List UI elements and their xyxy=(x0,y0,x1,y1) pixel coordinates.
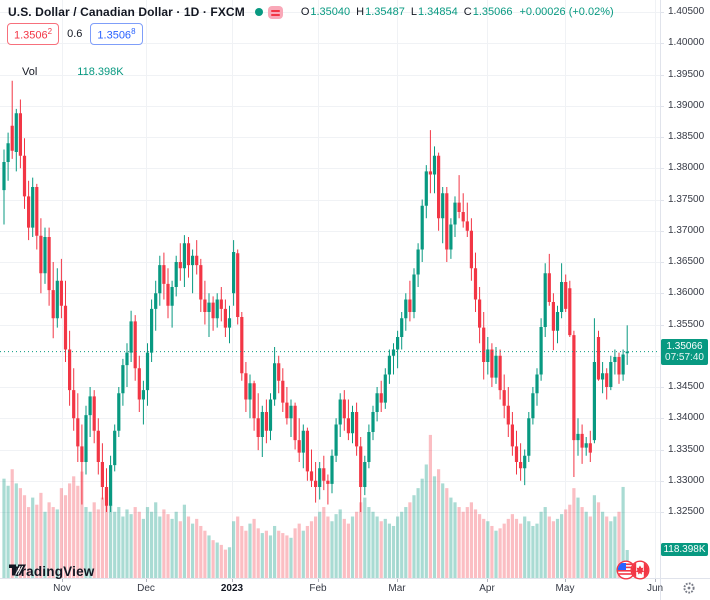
tradingview-logo-icon xyxy=(9,564,26,576)
sell-button[interactable]: 1.35062 xyxy=(7,22,60,46)
time-axis[interactable]: Nov Dec 2023 Feb Mar Apr May Jun xyxy=(0,578,710,600)
time-axis-label-Jun: Jun xyxy=(646,583,664,594)
close-label: C xyxy=(463,6,472,18)
economic-event-flags[interactable] xyxy=(613,558,655,582)
high-value: 1.35487 xyxy=(365,6,405,18)
price-axis-label-1.37500: 1.37500 xyxy=(668,193,705,205)
chart-legend: U.S. Dollar / Canadian Dollar · 1D · FXC… xyxy=(8,4,614,20)
bid-price: 1.3506 xyxy=(14,29,48,42)
time-axis-label-Nov: Nov xyxy=(53,583,71,594)
spread-value: 0.6 xyxy=(67,28,83,40)
bar-countdown: 07:57:40 xyxy=(665,351,704,363)
price-axis-label-1.38000: 1.38000 xyxy=(668,162,705,174)
ask-price: 1.3506 xyxy=(97,29,132,42)
time-axis-label-Mar: Mar xyxy=(388,583,406,594)
high-label: H xyxy=(356,6,365,18)
volume-label: Vol xyxy=(22,66,38,78)
price-axis-label-1.33000: 1.33000 xyxy=(668,474,705,486)
event-flag-us-icon[interactable] xyxy=(616,560,636,580)
price-axis-label-1.39500: 1.39500 xyxy=(668,68,705,80)
price-axis-label-1.36000: 1.36000 xyxy=(668,287,705,299)
price-axis-label-1.34000: 1.34000 xyxy=(668,412,705,424)
symbol-title[interactable]: U.S. Dollar / Canadian Dollar · 1D · FXC… xyxy=(8,5,245,19)
last-price-value: 1.35066 xyxy=(666,340,703,352)
low-label: L xyxy=(410,6,417,18)
price-axis-label-1.34500: 1.34500 xyxy=(668,381,705,392)
open-label: O xyxy=(300,6,310,18)
time-axis-label-Dec: Dec xyxy=(137,583,155,594)
price-axis-label-1.40500: 1.40500 xyxy=(668,6,705,17)
tradingview-logo-text: TradingView xyxy=(13,563,95,579)
price-axis[interactable]: 1.35066 07:57:40 118.398K 1.40500 1.40000… xyxy=(660,0,710,578)
low-value: 1.34854 xyxy=(417,6,458,18)
market-open-dot-icon[interactable] xyxy=(254,8,263,16)
bid-ask-row: 1.35062 0.6 1.35068 xyxy=(7,22,143,46)
alert-pill-icon[interactable] xyxy=(267,5,283,19)
price-axis-label-1.35500: 1.35500 xyxy=(668,318,705,330)
time-axis-label-Apr: Apr xyxy=(479,583,495,594)
volume-legend: Vol 118.398K xyxy=(22,66,124,78)
last-price-badge: 1.35066 07:57:40 xyxy=(661,338,708,365)
price-axis-label-1.39000: 1.39000 xyxy=(668,99,705,111)
time-axis-label-May: May xyxy=(555,583,575,594)
price-axis-label-1.38500: 1.38500 xyxy=(668,131,705,142)
ohlc-readout: O 1.35040 H 1.35487 L 1.34854 C 1.35066 +0.0… xyxy=(295,6,614,18)
ask-pipette: 8 xyxy=(131,26,136,36)
gear-icon[interactable] xyxy=(682,581,696,595)
price-axis-label-1.40000: 1.40000 xyxy=(668,37,705,49)
open-value: 1.35040 xyxy=(310,6,351,18)
price-axis-label-1.36500: 1.36500 xyxy=(668,256,705,267)
price-axis-label-1.32500: 1.32500 xyxy=(668,506,705,517)
change-value: +0.00026 (+0.02%) xyxy=(519,6,614,18)
time-axis-label-2023: 2023 xyxy=(220,583,244,594)
event-flag-canada-icon[interactable] xyxy=(630,560,650,580)
bid-pipette: 2 xyxy=(47,26,53,36)
tradingview-logo[interactable]: TradingView xyxy=(8,562,94,580)
volume-value: 118.398K xyxy=(77,66,124,78)
price-axis-label-1.33500: 1.33500 xyxy=(668,443,705,455)
volume-badge: 118.398K xyxy=(661,542,708,556)
buy-button[interactable]: 1.35068 xyxy=(90,22,143,46)
close-value: 1.35066 xyxy=(472,6,513,18)
price-axis-label-1.37000: 1.37000 xyxy=(668,224,705,236)
time-axis-label-Feb: Feb xyxy=(309,583,327,594)
